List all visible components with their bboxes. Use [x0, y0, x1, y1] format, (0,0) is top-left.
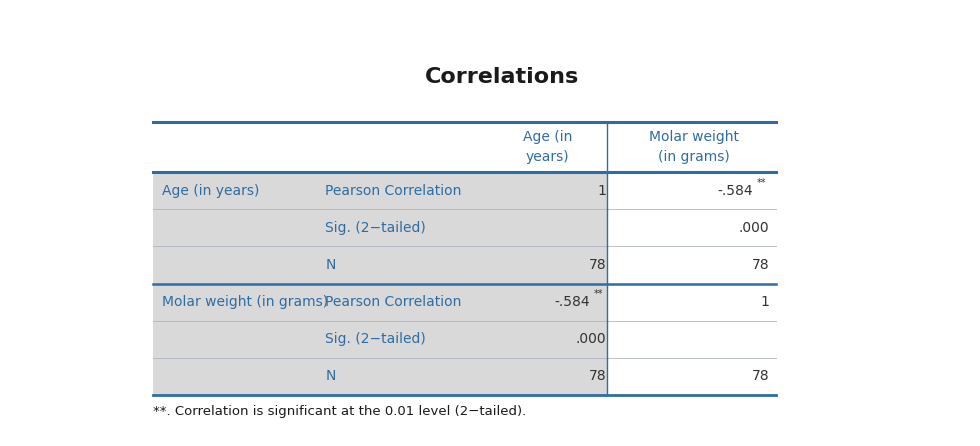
- Text: Correlations: Correlations: [425, 67, 579, 87]
- Text: **: **: [594, 289, 604, 299]
- Text: .000: .000: [739, 221, 769, 235]
- Bar: [607, 247, 776, 284]
- Bar: [153, 209, 607, 247]
- Text: Molar weight
(in grams): Molar weight (in grams): [649, 131, 739, 164]
- Bar: [153, 321, 607, 358]
- Text: -.584: -.584: [717, 184, 753, 198]
- Text: Age (in
years): Age (in years): [523, 131, 572, 164]
- Bar: [153, 358, 607, 395]
- Bar: [153, 284, 607, 321]
- Text: **. Correlation is significant at the 0.01 level (2−tailed).: **. Correlation is significant at the 0.…: [153, 405, 526, 418]
- Text: Sig. (2−tailed): Sig. (2−tailed): [325, 332, 426, 346]
- Bar: [607, 284, 776, 321]
- Bar: [153, 172, 607, 209]
- Text: 78: 78: [752, 369, 769, 383]
- Text: N: N: [325, 258, 336, 272]
- Text: 78: 78: [589, 258, 607, 272]
- Bar: [607, 172, 776, 209]
- Text: Pearson Correlation: Pearson Correlation: [325, 184, 462, 198]
- Text: **: **: [758, 178, 766, 188]
- Text: Age (in years): Age (in years): [162, 184, 260, 198]
- Text: -.584: -.584: [554, 295, 590, 309]
- Text: 1: 1: [760, 295, 769, 309]
- Text: 1: 1: [598, 184, 607, 198]
- Bar: [607, 358, 776, 395]
- Text: 78: 78: [589, 369, 607, 383]
- Text: Sig. (2−tailed): Sig. (2−tailed): [325, 221, 426, 235]
- Text: N: N: [325, 369, 336, 383]
- Text: 78: 78: [752, 258, 769, 272]
- Text: Pearson Correlation: Pearson Correlation: [325, 295, 462, 309]
- Bar: [153, 247, 607, 284]
- Text: Molar weight (in grams): Molar weight (in grams): [162, 295, 328, 309]
- Text: .000: .000: [575, 332, 607, 346]
- Bar: [607, 209, 776, 247]
- Bar: [607, 321, 776, 358]
